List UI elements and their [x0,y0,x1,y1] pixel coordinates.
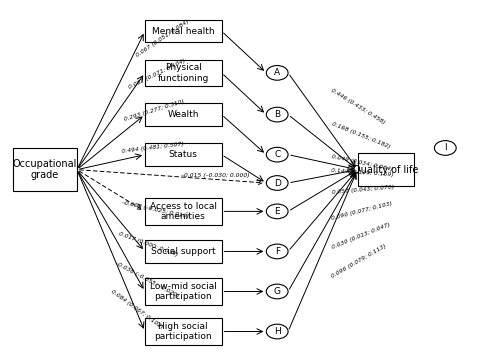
FancyBboxPatch shape [358,153,414,186]
Text: –0.038 (–0.055; –0.020): –0.038 (–0.055; –0.020) [114,261,180,299]
Text: C: C [274,150,280,159]
Text: 0.090 (0.077; 0.103): 0.090 (0.077; 0.103) [331,201,393,221]
Circle shape [434,141,456,155]
Circle shape [266,284,288,299]
Text: 0.293 (0.277; 0.310): 0.293 (0.277; 0.310) [123,99,184,122]
FancyBboxPatch shape [145,103,222,126]
Text: B: B [274,110,280,119]
Text: H: H [274,327,280,336]
Circle shape [266,204,288,219]
Text: Quality of life: Quality of life [354,165,418,175]
Text: 0.087 (0.071; 0.104): 0.087 (0.071; 0.104) [128,58,186,90]
Text: 0.446 (0.433; 0.458): 0.446 (0.433; 0.458) [330,88,386,125]
Text: 0.096 (0.079; 0.113): 0.096 (0.079; 0.113) [330,244,387,279]
Text: Occupational
grade: Occupational grade [12,159,77,180]
Text: 0.144 (0.129; 0.159): 0.144 (0.129; 0.159) [332,168,394,178]
FancyBboxPatch shape [145,318,222,345]
Text: I: I [444,143,446,152]
Circle shape [266,66,288,80]
Text: 0.030 (0.013; 0.047): 0.030 (0.013; 0.047) [330,222,390,250]
Circle shape [266,244,288,259]
Text: –0.015 (–0.030; 0.000): –0.015 (–0.030; 0.000) [181,173,250,178]
Text: 0.494 (0.481; 0.507): 0.494 (0.481; 0.507) [121,141,184,154]
Text: Low-mid social
participation: Low-mid social participation [150,282,216,301]
Text: Mental health: Mental health [152,27,214,36]
FancyBboxPatch shape [12,148,77,192]
FancyBboxPatch shape [145,20,222,42]
Circle shape [266,147,288,162]
Text: 0.049 (0.034; 0.064): 0.049 (0.034; 0.064) [331,154,394,172]
FancyBboxPatch shape [145,240,222,263]
Text: 0.017 (0.000; 0.034): 0.017 (0.000; 0.034) [118,231,178,257]
Text: D: D [274,178,280,188]
Text: Status: Status [169,150,198,159]
FancyBboxPatch shape [145,198,222,225]
Text: G: G [274,287,280,296]
Text: Access to local
amenities: Access to local amenities [150,202,217,221]
Text: 0.084 (0.067; 0.102): 0.084 (0.067; 0.102) [110,289,164,330]
Text: Wealth: Wealth [168,110,199,119]
Text: 0.067 (0.051; 0.084): 0.067 (0.051; 0.084) [135,19,190,58]
FancyBboxPatch shape [145,59,222,86]
Text: Physical
functioning: Physical functioning [158,63,209,83]
FancyBboxPatch shape [145,143,222,166]
Text: E: E [274,207,280,216]
FancyBboxPatch shape [145,278,222,305]
Text: F: F [274,247,280,256]
Circle shape [266,176,288,190]
Circle shape [266,107,288,122]
Text: 0.168 (0.155; 0.182): 0.168 (0.155; 0.182) [330,121,390,150]
Text: –0.008 (–0.025; 0.010): –0.008 (–0.025; 0.010) [121,200,189,220]
Text: Social support: Social support [151,247,216,256]
Text: 0.057 (0.043; 0.070): 0.057 (0.043; 0.070) [332,184,394,195]
Text: High social
participation: High social participation [154,322,212,341]
Text: A: A [274,68,280,77]
Circle shape [266,324,288,339]
